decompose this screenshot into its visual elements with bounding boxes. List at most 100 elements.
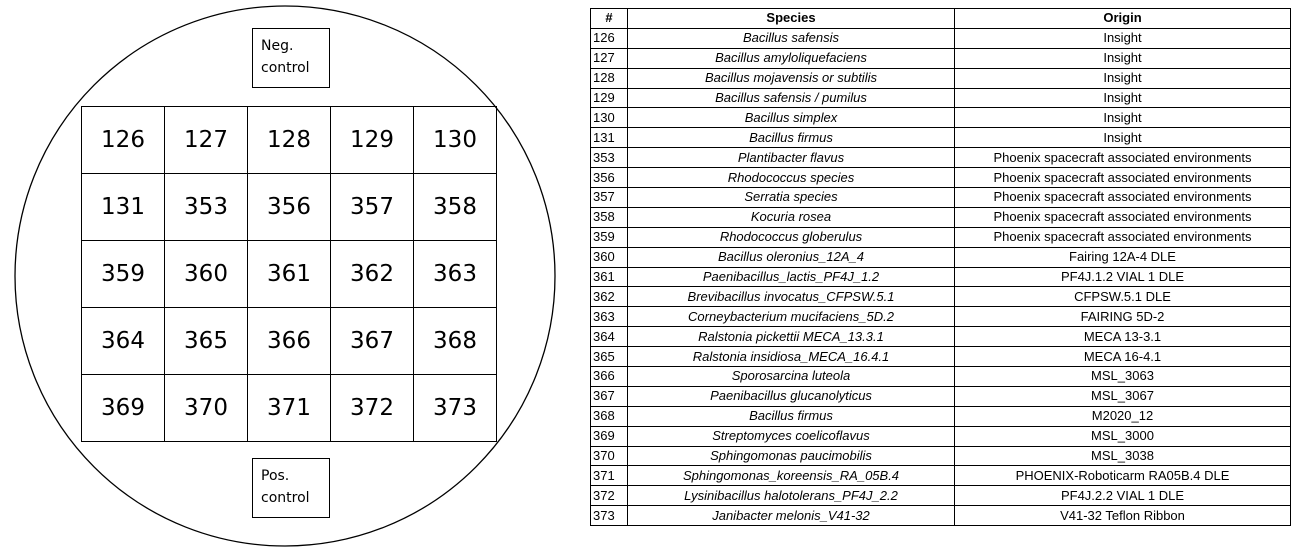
table-row: 371 Sphingomonas_koreensis_RA_05B.4 PHOENI… [590,465,1291,487]
table-cell: Phoenix spacecraft associated environmen… [954,206,1291,228]
table-cell: 363 [590,306,628,328]
header-cell: # [590,8,628,29]
well: 364 [81,307,165,375]
table-cell: 353 [590,147,628,169]
well-row: 126 127 128 129 130 [81,106,497,174]
table-cell: Bacillus safensis [627,27,955,49]
table-cell: CFPSW.5.1 DLE [954,286,1291,308]
header-row: # Species Origin [590,8,1291,29]
petri-dish [14,5,556,547]
table-cell: MSL_3038 [954,445,1291,467]
well: 373 [413,374,497,442]
table-cell: Insight [954,47,1291,69]
table-cell: Corneybacterium mucifaciens_5D.2 [627,306,955,328]
table-cell: FAIRING 5D-2 [954,306,1291,328]
table-cell: Phoenix spacecraft associated environmen… [954,167,1291,189]
well: 129 [330,106,414,174]
plate-outline-svg [14,5,556,547]
table-cell: Sporosarcina luteola [627,366,955,387]
well: 367 [330,307,414,375]
table-cell: Rhodococcus species [627,167,955,189]
table-cell: Phoenix spacecraft associated environmen… [954,147,1291,169]
table-cell: 365 [590,346,628,368]
well: 131 [81,173,165,241]
well: 353 [164,173,248,241]
table-row: 367 Paenibacillus glucanolyticus MSL_3067 [590,385,1291,407]
table-row: 356 Rhodococcus species Phoenix spacecraft… [590,167,1291,189]
neg-control: Neg. control [252,28,330,88]
table-cell: Insight [954,127,1291,149]
table-cell: MSL_3000 [954,425,1291,447]
table-cell: Insight [954,67,1291,89]
table-row: 365 Ralstonia insidiosa_MECA_16.4.1 MECA 1… [590,346,1291,368]
table-row: 363 Corneybacterium mucifaciens_5D.2 FAIRI… [590,306,1291,328]
table-row: 368 Bacillus firmus M2020_12 [590,405,1291,427]
well: 358 [413,173,497,241]
table-cell: 357 [590,187,628,208]
well: 128 [247,106,331,174]
table-cell: 129 [590,87,628,109]
table-cell: Bacillus simplex [627,107,955,129]
table-cell: 373 [590,505,628,527]
table-cell: 372 [590,485,628,507]
table-cell: 356 [590,167,628,189]
table-row: 127 Bacillus amyloliquefaciens Insight [590,47,1291,69]
table-cell: Kocuria rosea [627,206,955,228]
table-row: 130 Bacillus simplex Insight [590,107,1291,129]
table-row: 353 Plantibacter flavus Phoenix spacecraft… [590,147,1291,169]
well: 127 [164,106,248,174]
table-cell: 371 [590,465,628,487]
well: 359 [81,240,165,308]
table-cell: Bacillus safensis / pumilus [627,87,955,109]
table-cell: Bacillus mojavensis or subtilis [627,67,955,89]
table-cell: 362 [590,286,628,308]
well: 357 [330,173,414,241]
table-cell: Bacillus amyloliquefaciens [627,47,955,69]
table-cell: Paenibacillus glucanolyticus [627,385,955,407]
table-cell: Insight [954,107,1291,129]
table-cell: MECA 16-4.1 [954,346,1291,368]
well: 363 [413,240,497,308]
well: 362 [330,240,414,308]
table-cell: 368 [590,405,628,427]
table-row: 369 Streptomyces coelicoflavus MSL_3000 [590,425,1291,447]
table-cell: 364 [590,326,628,348]
table-cell: Bacillus firmus [627,405,955,427]
table-cell: Fairing 12A-4 DLE [954,246,1291,268]
table-cell: 127 [590,47,628,69]
table-cell: Insight [954,27,1291,49]
table-row: 128 Bacillus mojavensis or subtilis Insigh… [590,67,1291,89]
table-row: 359 Rhodococcus globerulus Phoenix spacecr… [590,226,1291,248]
table-cell: Rhodococcus globerulus [627,226,955,248]
table-row: 372 Lysinibacillus halotolerans_PF4J_2.2 P… [590,485,1291,507]
table-cell: MSL_3063 [954,366,1291,387]
table-cell: M2020_12 [954,405,1291,427]
table-cell: 131 [590,127,628,149]
well-row: 359 360 361 362 363 [81,240,497,308]
table-cell: 360 [590,246,628,268]
well: 370 [164,374,248,442]
well-row: 369 370 371 372 373 [81,374,497,442]
table-cell: 359 [590,226,628,248]
well: 361 [247,240,331,308]
table-cell: PF4J.1.2 VIAL 1 DLE [954,266,1291,288]
well: 356 [247,173,331,241]
table-row: 362 Brevibacillus invocatus_CFPSW.5.1 CFPS… [590,286,1291,308]
header-cell: Origin [954,8,1291,29]
table-cell: Bacillus firmus [627,127,955,149]
table-row: 361 Paenibacillus_lactis_PF4J_1.2 PF4J.1.2… [590,266,1291,288]
header-cell: Species [627,8,955,29]
well: 369 [81,374,165,442]
table-cell: Phoenix spacecraft associated environmen… [954,226,1291,248]
table-cell: Bacillus oleronius_12A_4 [627,246,955,268]
well: 126 [81,106,165,174]
table-cell: Ralstonia pickettii MECA_13.3.1 [627,326,955,348]
well: 366 [247,307,331,375]
well: 130 [413,106,497,174]
table-cell: Janibacter melonis_V41-32 [627,505,955,527]
table-cell: 367 [590,385,628,407]
plate-diagram: Neg. control 126 127 128 129 130 131 353 356 357… [0,0,580,551]
table-cell: MSL_3067 [954,385,1291,407]
well: 365 [164,307,248,375]
table-cell: 128 [590,67,628,89]
